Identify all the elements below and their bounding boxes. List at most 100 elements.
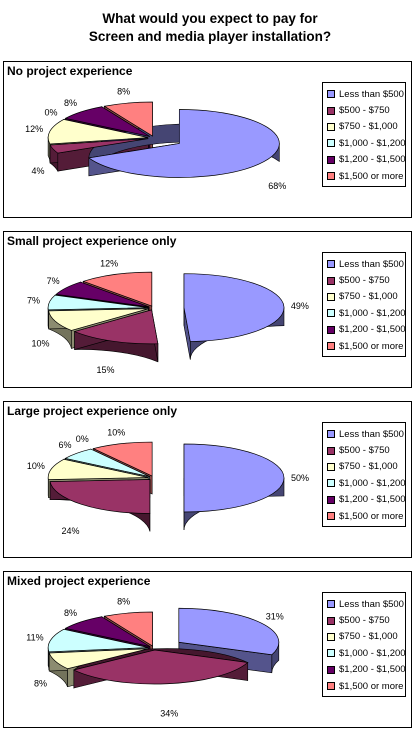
legend: Less than $500 $500 - $750 $750 - $1,000 $1…: [322, 252, 406, 357]
legend-item: $1,200 - $1,500: [327, 152, 406, 168]
legend-item: $750 - $1,000: [327, 459, 405, 475]
legend-swatch: [327, 292, 335, 301]
pie-slice: [48, 308, 149, 331]
pie-slice: [72, 649, 249, 685]
pie-slice: [73, 309, 159, 345]
data-label: 10%: [32, 339, 50, 349]
pie-slice: [87, 109, 280, 178]
data-label: 11%: [26, 633, 43, 643]
pie-chart: 68% 4% 12%0% 8% 8%: [25, 86, 286, 191]
legend-swatch: [327, 462, 335, 471]
legend-label: $1,200 - $1,500: [339, 324, 406, 336]
legend-item: $1,500 or more: [327, 508, 405, 524]
data-label: 10%: [27, 461, 45, 471]
legend-item: $1,500 or more: [327, 678, 405, 694]
legend-label: Less than $500: [339, 88, 404, 100]
legend-item: $1,200 - $1,500: [327, 492, 406, 508]
legend-item: $500 - $750: [327, 102, 405, 118]
data-label: 8%: [64, 98, 77, 108]
legend-label: $1,000 - $1,200: [339, 137, 406, 149]
chart-title-line-2: Screen and media player installation?: [88, 29, 332, 44]
legend-swatch: [327, 446, 335, 455]
data-label: 8%: [117, 86, 130, 96]
legend-item: $500 - $750: [327, 442, 405, 458]
legend-item: Less than $500: [327, 256, 405, 272]
legend-swatch: [327, 479, 335, 488]
data-label: 34%: [160, 709, 178, 719]
legend-label: $1,500 or more: [339, 170, 404, 182]
legend-swatch: [327, 155, 335, 164]
data-label: 50%: [291, 473, 309, 483]
pie-slice: [49, 138, 149, 154]
legend: Less than $500 $500 - $750 $750 - $1,000 $1…: [322, 592, 406, 697]
legend-label: $1,200 - $1,500: [339, 664, 406, 676]
legend-label: Less than $500: [339, 258, 404, 270]
legend-label: $500 - $750: [339, 105, 390, 117]
chart-panel-no-project: No project experience 68% 4% 12% 0% 8% 8% Les…: [3, 61, 412, 218]
legend-label: $750 - $1,000: [339, 461, 398, 473]
legend-item: $500 - $750: [327, 272, 405, 288]
legend-swatch: [327, 122, 335, 131]
pie-slice: [47, 119, 149, 145]
legend-swatch: [327, 600, 335, 609]
pie-slice: [103, 611, 153, 647]
legend-swatch: [327, 495, 335, 504]
data-label: 15%: [97, 365, 115, 375]
data-label: 12%: [25, 124, 43, 134]
legend-swatch: [327, 632, 335, 641]
legend-label: Less than $500: [339, 598, 404, 610]
legend-item: $750 - $1,000: [327, 629, 405, 645]
legend: Less than $500 $500 - $750 $750 - $1,000 $1…: [322, 82, 406, 187]
data-label: 24%: [61, 526, 79, 536]
data-label: 68%: [268, 181, 286, 191]
legend-item: $1,000 - $1,200: [327, 305, 406, 321]
data-label: 10%: [107, 427, 125, 437]
data-label: 4%: [31, 166, 44, 176]
legend-swatch: [327, 649, 335, 658]
legend-label: $750 - $1,000: [339, 291, 398, 303]
legend-label: $1,200 - $1,500: [339, 154, 406, 166]
legend-item: Less than $500: [327, 86, 405, 102]
legend-item: $1,000 - $1,200: [327, 135, 406, 151]
legend-item: $1,500 or more: [327, 168, 405, 184]
data-label: 8%: [117, 596, 130, 606]
pie-slice: [64, 106, 151, 137]
legend-label: $1,000 - $1,200: [339, 477, 406, 489]
chart-panel-mixed-project: Mixed project experience 31% 34% 8% 11% 8% 8%…: [3, 571, 412, 728]
legend-label: $1,000 - $1,200: [339, 647, 406, 659]
chart-panel-large-project: Large project experience only 50% 24% 10% 6…: [3, 401, 412, 558]
pie-slice: [48, 648, 149, 670]
data-label: 8%: [34, 679, 47, 689]
pie-chart: 31% 34% 8% 11% 8% 8%: [26, 596, 284, 719]
legend-swatch: [327, 616, 335, 625]
legend-label: $1,000 - $1,200: [339, 307, 406, 319]
legend-label: $750 - $1,000: [339, 121, 398, 133]
panel-title: No project experience: [7, 64, 133, 78]
legend-swatch: [327, 682, 335, 691]
legend-item: $500 - $750: [327, 612, 405, 628]
legend-label: $1,500 or more: [339, 510, 404, 522]
legend-item: $1,500 or more: [327, 338, 405, 354]
legend-swatch: [327, 325, 335, 334]
data-label: 7%: [27, 295, 40, 305]
legend-label: $750 - $1,000: [339, 631, 398, 643]
chart-title-line-1: What would you expect to pay for: [102, 11, 318, 26]
data-label: 0%: [44, 107, 57, 117]
legend-label: $500 - $750: [339, 615, 390, 627]
pie-slice: [178, 607, 280, 656]
legend: Less than $500 $500 - $750 $750 - $1,000 $1…: [322, 422, 406, 527]
data-label: 0%: [76, 434, 89, 444]
data-label: 7%: [47, 276, 60, 286]
legend-label: $1,500 or more: [339, 340, 404, 352]
chart-panel-small-project: Small project experience only 49% 15% 10% 7…: [3, 231, 412, 388]
pie-slice: [55, 281, 150, 308]
pie-slice: [92, 441, 153, 477]
pie-slice: [183, 443, 285, 513]
pie-slice: [47, 458, 149, 480]
pie-chart: 50% 24% 10% 6% 0% 10%: [27, 427, 309, 536]
legend-swatch: [327, 260, 335, 269]
legend-swatch: [327, 342, 335, 351]
legend-swatch: [327, 172, 335, 181]
panel-title: Mixed project experience: [7, 574, 151, 588]
legend-item: $1,000 - $1,200: [327, 645, 406, 661]
